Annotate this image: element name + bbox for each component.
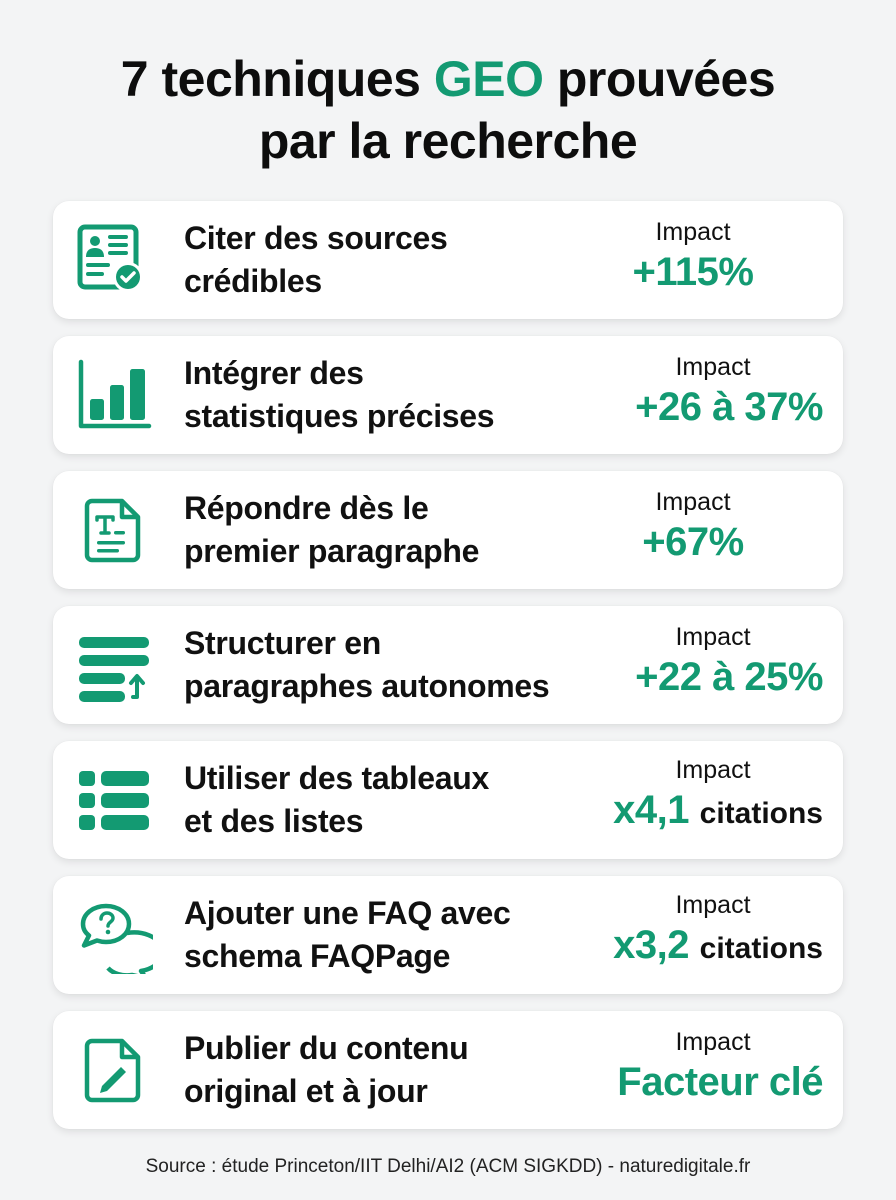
impact-block: Impact +22 à 25% [563,606,823,724]
list-icon [75,761,153,839]
faq-chat-bubbles-icon [75,896,153,974]
impact-block: Impact +67% [563,471,823,589]
techniques-list: Citer des sources crédibles Impact +115%… [53,201,843,1146]
impact-value: x3,2 citations [613,923,823,967]
source-footer: Source : étude Princeton/IIT Delhi/AI2 (… [145,1156,751,1177]
technique-card-statistiques: Intégrer des statistiques précises Impac… [53,336,843,454]
impact-block: Impact Facteur clé [563,1011,823,1129]
technique-label: Répondre dès le premier paragraphe [184,490,480,569]
page-title: 7 techniques GEO prouvées par la recherc… [0,48,896,172]
impact-suffix: citations [699,932,823,965]
impact-label: Impact [675,1028,751,1056]
bar-chart-icon [75,356,153,434]
impact-block: Impact +115% [563,201,823,319]
paragraphs-structure-icon [75,626,153,704]
technique-label: Structurer en paragraphes autonomes [184,625,550,704]
impact-value: +115% [632,250,754,294]
impact-label: Impact [655,488,731,516]
impact-block: Impact x4,1 citations [563,741,823,859]
impact-value: +22 à 25% [635,655,823,699]
credible-source-document-check-icon [75,221,153,299]
impact-value: Facteur clé [617,1060,823,1104]
technique-label: Utiliser des tableaux et des listes [184,760,489,839]
technique-card-paragraphes-autonomes: Structurer en paragraphes autonomes Impa… [53,606,843,724]
title-line-1: 7 techniques GEO prouvées [120,51,776,107]
title-line-2: par la recherche [258,113,638,169]
impact-value: +26 à 37% [635,385,823,429]
impact-block: Impact x3,2 citations [563,876,823,994]
impact-label: Impact [675,353,751,381]
technique-card-faq: Ajouter une FAQ avec schema FAQPage Impa… [53,876,843,994]
impact-block: Impact +26 à 37% [563,336,823,454]
impact-label: Impact [675,623,751,651]
impact-suffix: citations [699,797,823,830]
technique-label: Publier du contenu original et à jour [184,1030,469,1109]
technique-card-citer-sources: Citer des sources crédibles Impact +115% [53,201,843,319]
impact-value: +67% [642,520,744,564]
technique-card-premier-paragraphe: Répondre dès le premier paragraphe Impac… [53,471,843,589]
impact-value: x4,1 citations [613,788,823,832]
impact-label: Impact [675,891,751,919]
impact-label: Impact [675,756,751,784]
text-document-icon [75,491,153,569]
impact-label: Impact [655,218,731,246]
technique-card-tableaux-listes: Utiliser des tableaux et des listes Impa… [53,741,843,859]
technique-card-contenu-original: Publier du contenu original et à jour Im… [53,1011,843,1129]
technique-label: Citer des sources crédibles [184,220,448,299]
technique-label: Intégrer des statistiques précises [184,355,495,434]
title-accent: GEO [433,51,544,107]
edit-document-icon [75,1031,153,1109]
technique-label: Ajouter une FAQ avec schema FAQPage [184,895,511,974]
